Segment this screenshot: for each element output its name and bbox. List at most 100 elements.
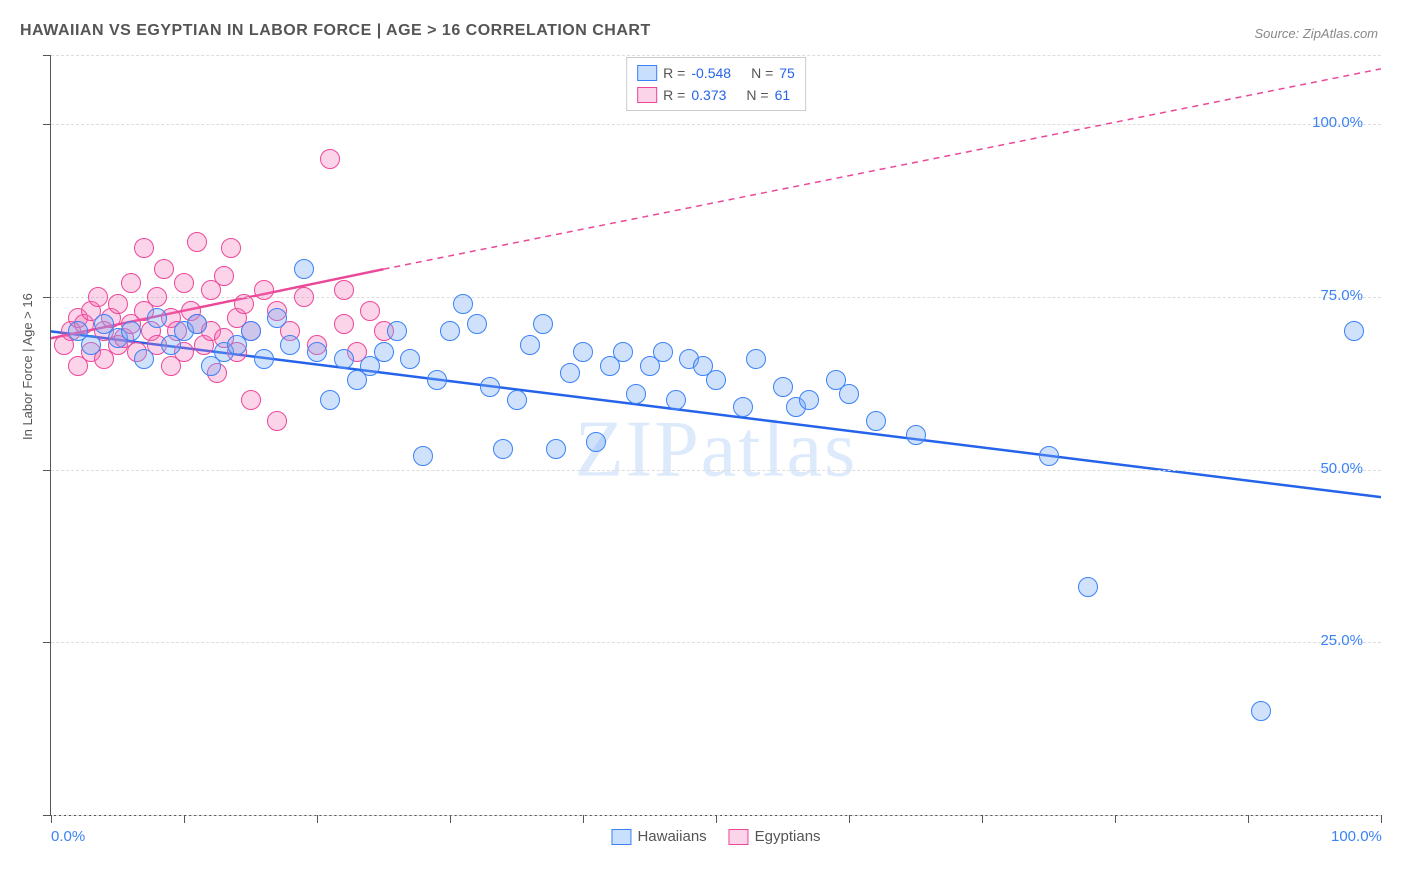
point-hawaiian xyxy=(586,432,606,452)
point-hawaiian xyxy=(320,390,340,410)
legend-series: Hawaiians Egyptians xyxy=(611,828,820,845)
xtick xyxy=(184,815,185,823)
chart-container: HAWAIIAN VS EGYPTIAN IN LABOR FORCE | AG… xyxy=(0,0,1406,892)
ytick xyxy=(43,124,51,125)
r-label: R = xyxy=(663,62,685,84)
swatch-pink xyxy=(637,87,657,103)
ytick xyxy=(43,642,51,643)
point-hawaiian xyxy=(241,321,261,341)
point-egyptian xyxy=(88,287,108,307)
point-egyptian xyxy=(147,287,167,307)
point-egyptian xyxy=(334,314,354,334)
point-egyptian xyxy=(121,273,141,293)
legend-item-egyptians: Egyptians xyxy=(729,828,821,845)
ytick xyxy=(43,815,51,816)
swatch-pink xyxy=(729,829,749,845)
point-hawaiian xyxy=(387,321,407,341)
point-hawaiian xyxy=(1039,446,1059,466)
point-hawaiian xyxy=(733,397,753,417)
point-hawaiian xyxy=(121,321,141,341)
point-egyptian xyxy=(134,238,154,258)
xtick-label: 0.0% xyxy=(51,828,85,845)
xtick xyxy=(583,815,584,823)
point-hawaiian xyxy=(81,335,101,355)
point-hawaiian xyxy=(613,342,633,362)
point-hawaiian xyxy=(467,314,487,334)
point-hawaiian xyxy=(560,363,580,383)
point-hawaiian xyxy=(427,370,447,390)
xtick xyxy=(1248,815,1249,823)
n-label: N = xyxy=(746,84,768,106)
point-egyptian xyxy=(267,411,287,431)
point-hawaiian xyxy=(746,349,766,369)
point-hawaiian xyxy=(187,314,207,334)
point-egyptian xyxy=(234,294,254,314)
ytick xyxy=(43,55,51,56)
xtick xyxy=(982,815,983,823)
point-egyptian xyxy=(187,232,207,252)
point-hawaiian xyxy=(280,335,300,355)
gridline-h xyxy=(51,642,1381,643)
point-hawaiian xyxy=(294,259,314,279)
n-value: 75 xyxy=(779,62,795,84)
point-hawaiian xyxy=(413,446,433,466)
point-hawaiian xyxy=(546,439,566,459)
source-attribution: Source: ZipAtlas.com xyxy=(1254,26,1378,41)
point-hawaiian xyxy=(267,308,287,328)
point-egyptian xyxy=(221,238,241,258)
point-hawaiian xyxy=(573,342,593,362)
point-hawaiian xyxy=(453,294,473,314)
point-hawaiian xyxy=(440,321,460,341)
xtick xyxy=(450,815,451,823)
point-hawaiian xyxy=(480,377,500,397)
point-hawaiian xyxy=(866,411,886,431)
ytick-label: 25.0% xyxy=(1320,632,1363,649)
xtick xyxy=(51,815,52,823)
r-label: R = xyxy=(663,84,685,106)
point-egyptian xyxy=(334,280,354,300)
n-value: 61 xyxy=(775,84,791,106)
point-hawaiian xyxy=(400,349,420,369)
ytick-label: 50.0% xyxy=(1320,460,1363,477)
point-hawaiian xyxy=(839,384,859,404)
point-hawaiian xyxy=(307,342,327,362)
point-egyptian xyxy=(154,259,174,279)
xtick-label: 100.0% xyxy=(1331,828,1382,845)
point-egyptian xyxy=(360,301,380,321)
gridline-h xyxy=(51,470,1381,471)
point-hawaiian xyxy=(666,390,686,410)
swatch-blue xyxy=(611,829,631,845)
xtick xyxy=(1115,815,1116,823)
point-egyptian xyxy=(174,273,194,293)
point-hawaiian xyxy=(906,425,926,445)
point-egyptian xyxy=(294,287,314,307)
point-hawaiian xyxy=(334,349,354,369)
point-hawaiian xyxy=(254,349,274,369)
xtick xyxy=(1381,815,1382,823)
legend-row-blue: R = -0.548 N = 75 xyxy=(637,62,795,84)
ytick xyxy=(43,470,51,471)
ytick xyxy=(43,297,51,298)
point-hawaiian xyxy=(1344,321,1364,341)
point-egyptian xyxy=(254,280,274,300)
point-hawaiian xyxy=(134,349,154,369)
ytick-label: 75.0% xyxy=(1320,287,1363,304)
point-hawaiian xyxy=(1078,577,1098,597)
gridline-h xyxy=(51,124,1381,125)
ytick-label: 100.0% xyxy=(1312,114,1363,131)
point-hawaiian xyxy=(653,342,673,362)
point-hawaiian xyxy=(507,390,527,410)
n-label: N = xyxy=(751,62,773,84)
swatch-blue xyxy=(637,65,657,81)
point-hawaiian xyxy=(706,370,726,390)
legend-label: Egyptians xyxy=(755,828,821,845)
point-egyptian xyxy=(241,390,261,410)
r-value: -0.548 xyxy=(691,62,731,84)
chart-title: HAWAIIAN VS EGYPTIAN IN LABOR FORCE | AG… xyxy=(20,22,651,40)
point-egyptian xyxy=(108,294,128,314)
legend-label: Hawaiians xyxy=(637,828,706,845)
point-egyptian xyxy=(320,149,340,169)
point-hawaiian xyxy=(374,342,394,362)
legend-row-pink: R = 0.373 N = 61 xyxy=(637,84,795,106)
xtick xyxy=(317,815,318,823)
